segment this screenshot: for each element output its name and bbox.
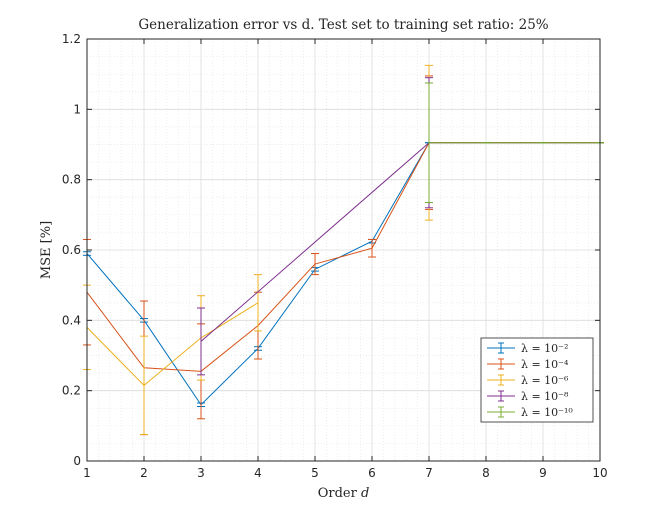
legend: λ = 10⁻² λ = 10⁻⁴ λ = 10⁻⁶ λ = 10⁻⁸ λ = 10⁻¹…: [480, 337, 594, 423]
x-tick-label: 6: [368, 466, 376, 480]
series-line: [86, 302, 259, 387]
legend-item-2: λ = 10⁻⁴: [487, 358, 569, 371]
error-bar: [311, 253, 319, 276]
x-axis-label-variable: d: [361, 486, 369, 501]
y-tick-label: 0.8: [62, 173, 81, 187]
x-axis-label-text: Order: [318, 486, 361, 501]
error-bar: [368, 238, 376, 258]
error-bar: [425, 82, 433, 204]
x-tick-label: 3: [197, 466, 205, 480]
error-bar: [197, 307, 205, 376]
x-tick-label: 9: [539, 466, 547, 480]
y-tick-label: 0.4: [62, 313, 81, 327]
y-tick-label: 0.6: [62, 243, 81, 257]
y-tick-label: 1: [73, 102, 81, 116]
series-layer: [83, 64, 604, 436]
legend-label: λ = 10⁻⁴: [521, 358, 569, 371]
y-axis-label: MSE [%]: [39, 221, 54, 279]
legend-label: λ = 10⁻⁶: [521, 374, 569, 387]
legend-item-4: λ = 10⁻⁸: [487, 390, 569, 403]
x-tick-label: 4: [254, 466, 262, 480]
y-tick-label: 0.2: [62, 384, 81, 398]
chart-title: Generalization error vs d. Test set to t…: [138, 17, 548, 33]
error-bar: [254, 274, 262, 332]
legend-label: λ = 10⁻²: [521, 342, 568, 355]
y-tick-label: 0: [73, 454, 81, 468]
x-tick-label: 7: [425, 466, 433, 480]
legend-label: λ = 10⁻⁸: [521, 390, 569, 403]
series-5: [425, 82, 604, 204]
x-axis-label: Order d: [318, 486, 370, 501]
error-bar: [140, 335, 148, 436]
x-tick-label: 8: [482, 466, 490, 480]
legend-label: λ = 10⁻¹⁰: [521, 406, 573, 419]
x-tick-label: 10: [592, 466, 607, 480]
x-tick-label: 2: [140, 466, 148, 480]
legend-item-5: λ = 10⁻¹⁰: [487, 406, 573, 419]
x-tick-label: 5: [311, 466, 319, 480]
x-tick-label: 1: [83, 466, 91, 480]
ticks: 1 2 3 4 5 6 7 8 9 10 0 0.2 0.4 0.6 0.8 1 1.2: [62, 32, 608, 480]
legend-item-3: λ = 10⁻⁶: [487, 374, 569, 387]
y-tick-label: 1.2: [62, 32, 81, 46]
legend-item-1: λ = 10⁻²: [487, 342, 568, 355]
